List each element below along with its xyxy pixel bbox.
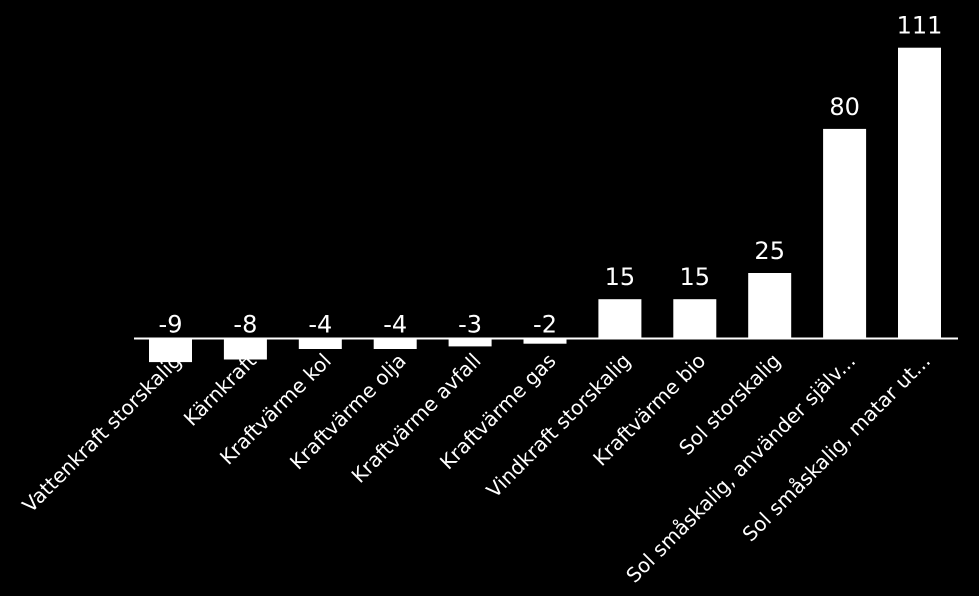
data-label-7: 15 [680, 263, 711, 291]
data-label-3: -4 [383, 311, 407, 339]
bar-7 [673, 299, 717, 339]
data-label-1: -8 [233, 311, 257, 339]
data-label-10: 111 [897, 12, 943, 40]
data-label-0: -9 [159, 311, 183, 339]
bar-0 [149, 338, 192, 363]
data-label-5: -2 [533, 311, 557, 339]
bar-5 [523, 338, 567, 344]
bar-8 [748, 273, 792, 339]
bars-group [149, 47, 941, 363]
bar-9 [823, 128, 867, 339]
data-label-4: -3 [458, 311, 482, 339]
bar-10 [898, 47, 941, 339]
data-label-6: 15 [605, 263, 636, 291]
data-label-9: 80 [829, 93, 860, 121]
data-label-8: 25 [754, 237, 785, 265]
bar-3 [373, 338, 417, 349]
data-label-2: -4 [308, 311, 332, 339]
bar-2 [298, 338, 342, 349]
bar-1 [223, 338, 267, 360]
bar-6 [598, 299, 642, 339]
value-labels-group: -9 -8 -4 -4 -3 -2 15 15 25 80 111 [159, 12, 943, 339]
bar-4 [448, 338, 492, 347]
